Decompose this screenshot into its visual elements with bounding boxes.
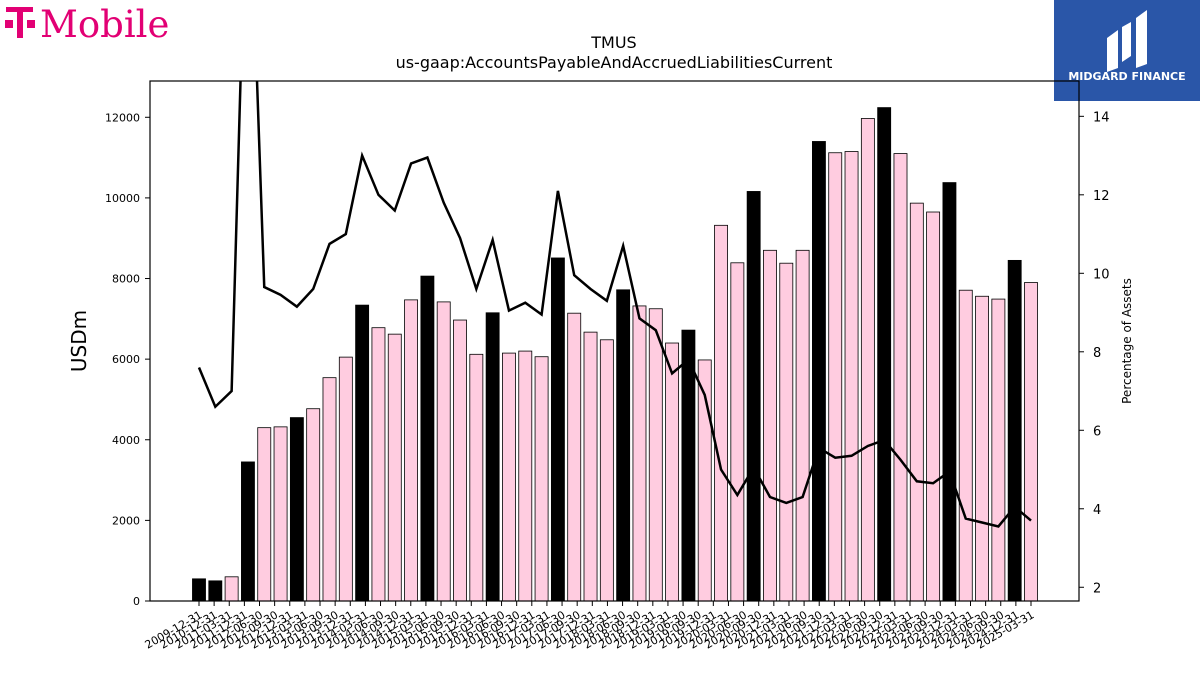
y-tick-label: 2000 bbox=[112, 514, 140, 527]
bar-quarter bbox=[795, 249, 810, 602]
chart-title: TMUS bbox=[590, 33, 636, 52]
y-axis-label: USDm bbox=[67, 310, 91, 372]
bar-quarter bbox=[224, 576, 239, 602]
y2-tick-label: 10 bbox=[1093, 267, 1110, 282]
bar-quarter bbox=[828, 152, 843, 602]
bar-quarter bbox=[518, 350, 533, 602]
bar-quarter bbox=[567, 312, 582, 602]
bar-quarter bbox=[436, 301, 451, 602]
percent-line-series bbox=[197, 81, 1032, 528]
bar-annual bbox=[1007, 259, 1022, 602]
bar-quarter bbox=[599, 339, 614, 602]
bar-quarter bbox=[860, 118, 875, 602]
bar-annual bbox=[355, 304, 370, 602]
bar-quarter bbox=[257, 427, 272, 602]
bar-annual bbox=[289, 417, 304, 602]
bar-annual bbox=[485, 312, 500, 602]
y-tick-label: 10000 bbox=[105, 192, 140, 205]
y2-tick-label: 14 bbox=[1093, 110, 1110, 125]
t-logo-icon bbox=[5, 7, 35, 38]
bar-quarter bbox=[632, 305, 647, 602]
midgard-wordmark: MIDGARD FINANCE bbox=[1068, 70, 1185, 83]
bar-annual bbox=[192, 578, 206, 602]
bar-quarter bbox=[453, 319, 467, 602]
bar-annual bbox=[208, 580, 223, 602]
bar-quarter bbox=[338, 356, 353, 602]
y-axis: 0 2000 4000 6000 8000 10000 12000 bbox=[105, 111, 150, 608]
t-mobile-logo: Mobile bbox=[0, 0, 190, 48]
y2-tick-label: 12 bbox=[1093, 189, 1110, 204]
bar-quarter bbox=[975, 295, 989, 602]
t-mobile-wordmark: Mobile bbox=[40, 3, 169, 46]
bar-quarter bbox=[371, 327, 386, 602]
y2-tick-label: 6 bbox=[1093, 424, 1101, 439]
bar-annual bbox=[812, 141, 826, 602]
y2-axis-label: Percentage of Assets bbox=[1120, 278, 1134, 404]
bar-quarter bbox=[534, 356, 549, 602]
bar-quarter bbox=[893, 153, 908, 602]
midgard-finance-logo: MIDGARD FINANCE bbox=[1054, 0, 1200, 101]
bar-quarter bbox=[909, 202, 924, 602]
bar-quarter bbox=[730, 262, 745, 602]
y-tick-label: 6000 bbox=[112, 353, 140, 366]
bar-annual bbox=[241, 461, 255, 602]
bar-quarter bbox=[844, 151, 859, 602]
y2-axis: 2 4 6 8 10 12 14 bbox=[1079, 110, 1110, 596]
bar-series bbox=[192, 107, 1038, 602]
bar-annual bbox=[616, 289, 631, 602]
bar-quarter bbox=[387, 333, 402, 602]
bar-quarter bbox=[322, 377, 337, 602]
bar-quarter bbox=[779, 262, 794, 602]
y2-tick-label: 2 bbox=[1093, 581, 1101, 596]
y2-tick-label: 4 bbox=[1093, 503, 1101, 518]
bar-quarter bbox=[665, 342, 680, 602]
y-tick-label: 12000 bbox=[105, 111, 140, 124]
bar-annual bbox=[550, 257, 565, 602]
bar-quarter bbox=[502, 352, 516, 602]
bar-annual bbox=[877, 107, 892, 602]
y-tick-label: 8000 bbox=[112, 273, 140, 286]
x-axis: 2009-12-312010-12-312011-03-312011-12-31… bbox=[143, 601, 1037, 652]
bar-quarter bbox=[306, 408, 321, 602]
y2-tick-label: 8 bbox=[1093, 346, 1101, 361]
bar-quarter bbox=[991, 298, 1006, 602]
bar-annual bbox=[746, 191, 761, 602]
plot-frame bbox=[149, 80, 1080, 602]
bar-quarter bbox=[583, 331, 598, 602]
bar-quarter bbox=[273, 426, 288, 602]
y-tick-label: 4000 bbox=[112, 434, 140, 447]
bar-quarter bbox=[1024, 282, 1038, 602]
bar-quarter bbox=[926, 211, 941, 602]
bar-quarter bbox=[469, 353, 484, 602]
bar-annual bbox=[942, 182, 957, 602]
y-tick-label: 0 bbox=[133, 595, 140, 608]
bar-annual bbox=[420, 275, 435, 602]
bar-quarter bbox=[958, 289, 973, 602]
bar-quarter bbox=[714, 224, 728, 602]
midgard-emblem-icon bbox=[1107, 10, 1147, 72]
percent-of-assets-line bbox=[197, 81, 1032, 528]
bar-quarter bbox=[648, 308, 663, 602]
chart-subtitle: us-gaap:AccountsPayableAndAccruedLiabili… bbox=[396, 53, 833, 72]
bar-quarter bbox=[763, 249, 777, 602]
bar-quarter bbox=[404, 299, 418, 602]
